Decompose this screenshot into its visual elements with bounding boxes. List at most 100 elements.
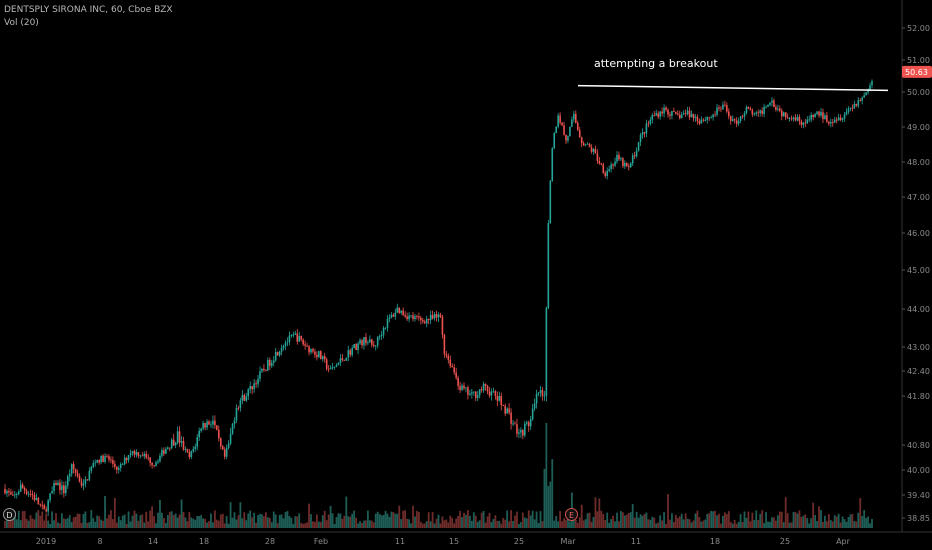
volume-bar bbox=[641, 515, 644, 528]
volume-bar bbox=[545, 423, 548, 528]
candle-body bbox=[410, 315, 412, 317]
candle-body bbox=[223, 449, 226, 457]
candle-body bbox=[578, 129, 581, 138]
symbol-title[interactable]: DENTSPLY SIRONA INC, 60, Cboe BZX bbox=[4, 5, 173, 15]
candle-body bbox=[335, 365, 338, 367]
candle-body bbox=[555, 126, 557, 134]
volume-bar bbox=[72, 517, 75, 528]
volume-bar bbox=[741, 521, 744, 528]
candle-body bbox=[269, 359, 271, 366]
candle-body bbox=[29, 493, 32, 495]
volume-bar bbox=[531, 510, 534, 528]
volume-bar bbox=[861, 515, 864, 528]
candle-body bbox=[769, 102, 771, 105]
price-axis[interactable]: 52.00 51.00 50.00 49.00 48.00 47.00 46.00 45.00… bbox=[902, 24, 930, 523]
candle-body bbox=[423, 321, 426, 324]
volume-bar bbox=[729, 521, 732, 528]
volume-bar bbox=[867, 516, 869, 528]
candle-body bbox=[33, 494, 36, 501]
candle-body bbox=[284, 342, 287, 346]
candle-body bbox=[408, 315, 410, 320]
volume-bar bbox=[847, 516, 850, 528]
volume-bar bbox=[796, 513, 799, 528]
candle-body bbox=[165, 448, 167, 454]
volume-bar bbox=[533, 519, 536, 528]
volume-bar bbox=[459, 510, 461, 528]
candle-body bbox=[325, 359, 328, 369]
volume-bar bbox=[219, 514, 222, 528]
volume-bar bbox=[49, 523, 52, 528]
candle-body bbox=[41, 504, 44, 506]
candle-body bbox=[661, 111, 663, 114]
volume-bar bbox=[74, 516, 77, 528]
candle-body bbox=[737, 121, 740, 124]
candle-body bbox=[59, 482, 61, 491]
candle-body bbox=[218, 429, 220, 439]
volume-bar bbox=[563, 518, 565, 528]
time-axis[interactable]: 2019 8 14 18 28 Feb 11 15 25 Mar 11 18 25 Apr bbox=[36, 537, 851, 546]
volume-bar bbox=[308, 503, 310, 528]
volume-bar bbox=[759, 513, 762, 528]
candle-body bbox=[724, 104, 726, 106]
candle-body bbox=[824, 115, 826, 120]
volume-bar bbox=[365, 520, 367, 528]
volume-bar bbox=[263, 516, 265, 528]
volume-bar bbox=[778, 511, 781, 528]
volume-bar bbox=[514, 515, 516, 528]
candle-body bbox=[471, 392, 473, 394]
volume-bar bbox=[282, 518, 285, 528]
volume-bar bbox=[137, 520, 140, 528]
candle-body bbox=[826, 115, 828, 122]
candle-body bbox=[582, 143, 585, 146]
volume-bar bbox=[543, 468, 546, 528]
candle-body bbox=[182, 441, 185, 450]
candle-body bbox=[667, 109, 669, 115]
candle-body bbox=[359, 340, 361, 344]
candle-body bbox=[43, 505, 46, 510]
candle-body bbox=[541, 390, 544, 397]
volume-indicator-label[interactable]: Vol (20) bbox=[4, 18, 39, 28]
candle-body bbox=[437, 314, 440, 318]
volume-bar bbox=[633, 517, 636, 528]
candle-body bbox=[363, 337, 365, 346]
volume-bar bbox=[512, 521, 514, 528]
candle-body bbox=[810, 114, 812, 120]
volume-bar bbox=[457, 515, 460, 528]
candle-body bbox=[686, 110, 689, 114]
volume-bar bbox=[816, 521, 818, 528]
volume-bar bbox=[94, 521, 97, 528]
candle-body bbox=[57, 482, 59, 486]
volume-bar bbox=[822, 521, 824, 528]
candle-body bbox=[219, 438, 222, 447]
volume-bar bbox=[108, 514, 110, 528]
volume-bar bbox=[445, 519, 448, 528]
volume-bar bbox=[406, 518, 409, 528]
candle-body bbox=[310, 349, 312, 353]
candle-body bbox=[300, 335, 302, 340]
volume-bar bbox=[347, 516, 350, 528]
candle-body bbox=[739, 116, 742, 122]
candle-body bbox=[449, 359, 452, 367]
volume-bar bbox=[518, 523, 520, 528]
dividend-marker[interactable]: D bbox=[3, 508, 16, 521]
candle-body bbox=[235, 407, 238, 421]
volume-bar bbox=[631, 504, 634, 528]
earnings-marker[interactable]: E bbox=[565, 508, 578, 521]
volume-bar bbox=[288, 516, 291, 528]
candle-body bbox=[749, 108, 752, 111]
volume-bar bbox=[304, 523, 307, 528]
candle-body bbox=[600, 163, 603, 165]
candle-body bbox=[25, 490, 28, 494]
candle-body bbox=[771, 100, 773, 103]
candle-body bbox=[708, 117, 710, 119]
candle-body bbox=[329, 367, 332, 370]
candle-body bbox=[186, 448, 189, 453]
volume-bar bbox=[753, 519, 756, 528]
candle-body bbox=[698, 121, 701, 124]
volume-bar bbox=[127, 511, 130, 528]
candle-body bbox=[843, 114, 846, 119]
candle-body bbox=[863, 95, 865, 98]
candle-body bbox=[575, 113, 577, 123]
candle-body bbox=[779, 108, 781, 111]
volume-bar bbox=[400, 519, 403, 528]
